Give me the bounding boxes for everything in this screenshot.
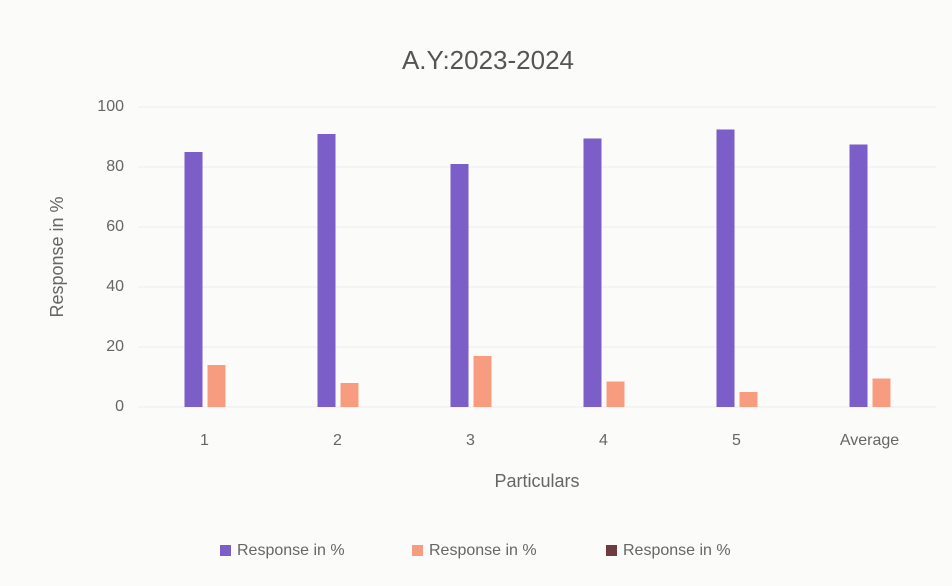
legend-swatch — [220, 545, 231, 556]
bar — [872, 378, 891, 407]
bar — [184, 152, 203, 407]
bar — [606, 381, 625, 407]
y-tick-label: 0 — [115, 398, 124, 415]
y-tick-label: 20 — [106, 338, 124, 355]
bar — [317, 134, 336, 407]
x-tick-label: Average — [840, 432, 899, 449]
bar — [340, 383, 359, 407]
x-tick-label: 2 — [333, 432, 342, 449]
y-tick-label: 80 — [106, 158, 124, 175]
y-tick-label: 40 — [106, 278, 124, 295]
legend-label: Response in % — [237, 542, 345, 559]
bar — [450, 164, 469, 407]
chart-title: A.Y:2023-2024 — [402, 45, 574, 75]
legend-label: Response in % — [429, 542, 537, 559]
bar — [207, 365, 226, 407]
x-tick-label: 4 — [599, 432, 608, 449]
y-axis-title: Response in % — [47, 196, 67, 317]
legend-label: Response in % — [623, 542, 731, 559]
y-tick-label: 100 — [97, 98, 124, 115]
bar — [583, 138, 602, 407]
x-tick-label: 1 — [200, 432, 209, 449]
bar — [739, 392, 758, 407]
legend-swatch — [412, 545, 423, 556]
x-axis-title: Particulars — [494, 471, 579, 491]
bar — [473, 356, 492, 407]
bar — [849, 144, 868, 407]
bar — [716, 129, 735, 407]
x-tick-label: 5 — [732, 432, 741, 449]
y-tick-label: 60 — [106, 218, 124, 235]
x-tick-label: 3 — [466, 432, 475, 449]
legend-swatch — [606, 545, 617, 556]
